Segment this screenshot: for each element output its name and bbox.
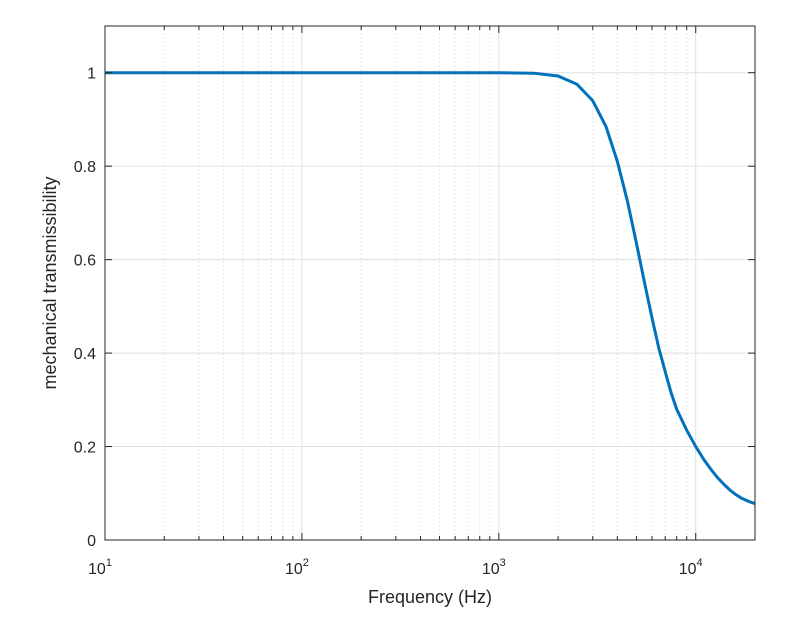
- y-tick-label: 0.2: [74, 440, 96, 457]
- plot-border: [104, 25, 756, 541]
- y-tick-label: 0.4: [74, 346, 96, 363]
- x-tick-label: 103: [482, 557, 506, 578]
- y-tick-label: 0.8: [74, 159, 96, 176]
- x-tick-labels: 101 102 103 104: [88, 557, 703, 578]
- grid: [104, 26, 755, 541]
- plot-area: [105, 26, 755, 540]
- y-tick-label: 1: [87, 66, 96, 83]
- x-tick-label: 101: [88, 557, 112, 578]
- series-line: [105, 71, 756, 505]
- y-axis-label: mechanical transmissibility: [40, 176, 60, 389]
- ticks: [104, 26, 755, 541]
- x-axis-label: Frequency (Hz): [368, 587, 492, 607]
- y-tick-label: 0.6: [74, 253, 96, 270]
- x-tick-label: 104: [679, 557, 703, 578]
- y-tick-labels: 0 0.2 0.4 0.6 0.8 1: [74, 66, 96, 550]
- y-tick-label: 0: [87, 533, 96, 550]
- x-tick-label: 102: [285, 557, 309, 578]
